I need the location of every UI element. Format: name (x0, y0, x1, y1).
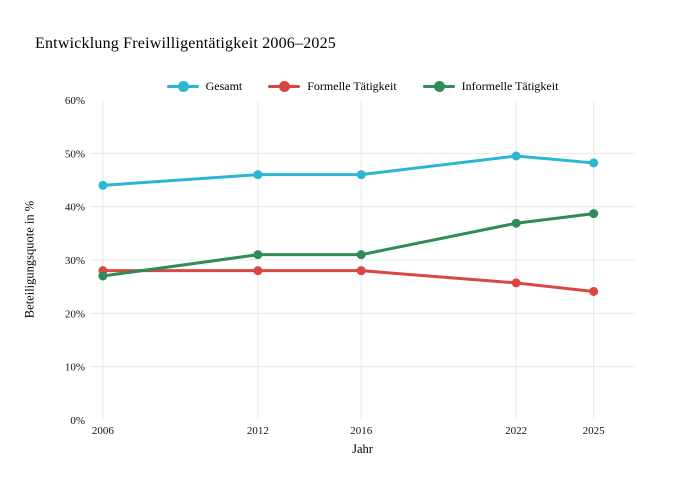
data-point-informelle-taetigkeit-2025 (589, 209, 599, 219)
y-tick-label-50: 50% (65, 148, 85, 160)
y-tick-label-30: 30% (65, 255, 85, 267)
data-point-formelle-taetigkeit-2016 (356, 266, 366, 276)
x-tick-label-2025: 2025 (583, 425, 606, 437)
y-tick-label-40: 40% (65, 202, 85, 214)
y-tick-label-60: 60% (65, 95, 85, 107)
legend-item-gesamt: Gesamt (166, 78, 243, 94)
legend-label: Formelle Tätigkeit (307, 78, 397, 93)
legend-marker-formelle-taetigkeit (268, 80, 301, 92)
series-line-gesamt (101, 154, 596, 187)
y-tick-label-20: 20% (65, 308, 85, 320)
data-point-informelle-taetigkeit-2006 (98, 271, 108, 281)
data-point-gesamt-2022 (511, 151, 521, 161)
data-point-gesamt-2012 (253, 170, 263, 180)
legend-label: Informelle Tätigkeit (461, 78, 559, 93)
x-axis-title: Jahr (352, 442, 373, 456)
x-tick-label-2022: 2022 (505, 425, 527, 437)
legend-marker-informelle-taetigkeit (422, 80, 455, 92)
data-point-informelle-taetigkeit-2022 (511, 218, 521, 228)
x-tick-label-2006: 2006 (92, 425, 115, 437)
data-point-gesamt-2016 (356, 170, 366, 180)
data-point-formelle-taetigkeit-2022 (511, 278, 521, 288)
x-tick-label-2016: 2016 (350, 425, 373, 437)
x-tick-label-2012: 2012 (247, 425, 269, 437)
legend-label: Gesamt (205, 78, 243, 93)
legend-item-informelle-taetigkeit: Informelle Tätigkeit (422, 78, 559, 94)
data-point-formelle-taetigkeit-2025 (589, 286, 599, 296)
legend: Gesamt Formelle Tätigkeit Informelle Tätig… (90, 77, 635, 95)
data-point-gesamt-2025 (589, 158, 599, 168)
data-point-informelle-taetigkeit-2012 (253, 250, 263, 260)
data-point-gesamt-2006 (98, 180, 108, 190)
legend-item-formelle-taetigkeit: Formelle Tätigkeit (268, 78, 397, 94)
data-point-formelle-taetigkeit-2012 (253, 266, 263, 276)
y-tick-label-0: 0% (70, 415, 85, 427)
legend-marker-gesamt (166, 80, 199, 92)
y-tick-label-10: 10% (65, 362, 85, 374)
chart-title: Entwicklung Freiwilligentätigkeit 2006–2… (35, 35, 337, 52)
data-point-informelle-taetigkeit-2016 (356, 250, 366, 260)
